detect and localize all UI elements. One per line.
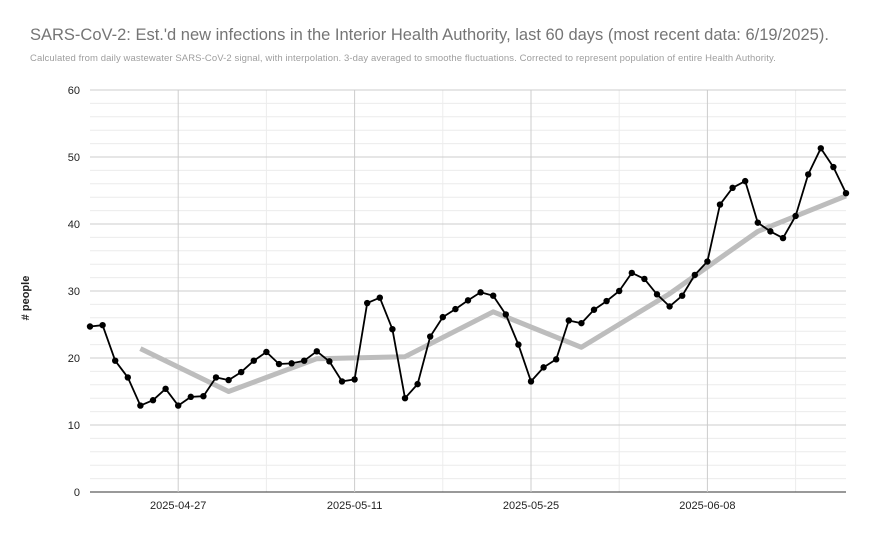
data-point [641, 275, 648, 283]
y-tick-label: 10 [68, 420, 80, 432]
y-tick-labels: 0 10 20 30 40 50 60 [68, 85, 80, 499]
data-point [162, 385, 169, 393]
data-point [212, 374, 220, 381]
major-gridlines [90, 89, 846, 493]
x-tick-label: 2025-04-27 [150, 500, 206, 512]
y-tick-label: 20 [68, 353, 80, 365]
data-point [792, 212, 799, 220]
y-tick-label: 0 [74, 487, 80, 499]
x-tick-label: 2025-05-11 [327, 500, 382, 512]
data-point [590, 306, 598, 313]
y-tick-label: 30 [68, 286, 80, 298]
chart-title: SARS-CoV-2: Est.'d new infections in the… [30, 26, 829, 44]
data-point [86, 323, 94, 330]
data-point [389, 325, 396, 333]
data-point [691, 271, 698, 279]
y-tick-label: 40 [68, 219, 80, 231]
data-point [464, 297, 472, 304]
x-tick-labels: 2025-04-27 2025-05-11 2025-05-25 2025-06-08 [150, 500, 735, 512]
data-series [86, 145, 850, 409]
data-point [427, 333, 434, 340]
data-point [338, 378, 346, 385]
data-point [830, 163, 837, 171]
x-tick-label: 2025-05-25 [503, 500, 559, 512]
data-point [754, 219, 761, 226]
trend-series-line [139, 193, 847, 394]
chart-subtitle: Calculated from daily wastewater SARS-Co… [30, 53, 776, 64]
data-point [779, 234, 787, 242]
data-point [603, 297, 610, 305]
data-point [490, 292, 497, 299]
data-point [351, 376, 358, 383]
data-point [175, 402, 182, 409]
data-point [553, 356, 560, 363]
y-tick-label: 50 [68, 152, 80, 164]
minor-gridlines [90, 90, 846, 492]
data-point [288, 360, 295, 367]
data-point [477, 289, 484, 296]
data-point [616, 287, 623, 295]
data-point [578, 319, 585, 327]
data-point [628, 269, 635, 277]
data-point [149, 397, 157, 404]
data-point [805, 171, 812, 178]
data-point [187, 393, 194, 401]
data-point [502, 311, 509, 318]
data-point [376, 294, 383, 301]
data-point [842, 189, 850, 197]
data-point [817, 145, 824, 152]
data-point [250, 357, 257, 364]
data-point [540, 364, 547, 371]
data-point [225, 376, 232, 384]
data-point [439, 313, 446, 321]
data-point [666, 303, 673, 310]
data-point [326, 358, 333, 365]
data-point [653, 291, 661, 298]
data-point [414, 380, 421, 388]
data-point [99, 321, 106, 329]
data-point [515, 341, 522, 348]
data-point [767, 228, 774, 235]
data-point [452, 305, 459, 313]
data-point [200, 392, 207, 400]
data-point [275, 360, 283, 368]
data-point [704, 258, 711, 265]
data-point [124, 374, 131, 381]
data-point [301, 357, 308, 364]
data-point [112, 357, 119, 364]
data-point [313, 348, 320, 355]
data-point [263, 348, 270, 356]
data-point [238, 368, 245, 376]
data-point [729, 184, 736, 192]
data-point [565, 317, 572, 324]
data-point [401, 395, 409, 402]
data-point [716, 201, 724, 208]
x-tick-label: 2025-06-08 [679, 500, 735, 512]
data-point [742, 177, 749, 185]
data-point [364, 299, 371, 307]
data-point [137, 402, 144, 409]
data-point [679, 292, 686, 299]
y-tick-label: 60 [68, 85, 80, 97]
data-point [527, 378, 535, 385]
